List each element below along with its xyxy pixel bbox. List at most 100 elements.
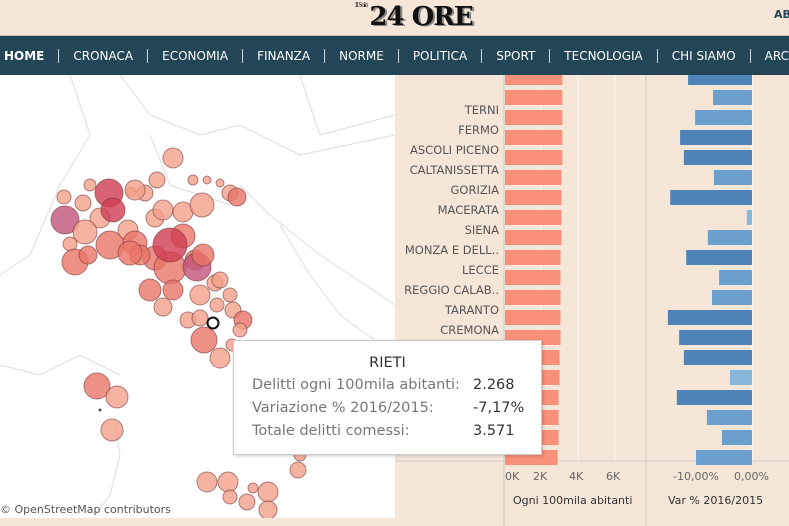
province-bubble <box>191 309 209 327</box>
province-bubble <box>189 192 215 218</box>
nav-item-norme[interactable]: NORME <box>325 48 399 63</box>
nav-item-finanza[interactable]: FINANZA <box>243 48 326 63</box>
bar-variation <box>696 450 752 465</box>
province-bubble <box>187 174 199 186</box>
nav-item-home[interactable]: HOME <box>0 48 60 63</box>
bar-variation <box>721 430 752 445</box>
province-bubble <box>117 240 143 266</box>
bar-rate <box>505 210 562 225</box>
category-label: LECCE <box>462 263 499 277</box>
bar-variation <box>746 210 752 225</box>
selected-bubble-rieti <box>206 316 220 330</box>
province-bubble <box>74 194 92 212</box>
nav-item-arch[interactable]: ARCH <box>764 48 789 63</box>
bar-rate <box>505 290 561 305</box>
bar-charts-panel: TERNI FERMO ASCOLI PICENO CALTANISSETTA GORI… <box>395 75 789 526</box>
province-bubble <box>152 227 188 263</box>
bar-rate <box>505 90 563 105</box>
bar-variation <box>676 390 752 405</box>
province-bubble <box>258 500 278 518</box>
logo[interactable]: Il Sole24 ORE <box>355 2 474 32</box>
map-border <box>299 75 395 136</box>
map-canvas[interactable] <box>0 75 395 518</box>
category-label: SIENA <box>464 223 499 237</box>
bar-rate <box>505 250 561 265</box>
logo-text: 24 ORE <box>369 2 473 32</box>
tooltip-value: 2.268 <box>473 377 515 393</box>
bar-rate <box>505 110 563 125</box>
province-bubble <box>189 284 211 306</box>
province-bubble <box>78 245 98 265</box>
map-attribution[interactable]: © OpenStreetMap contributors <box>0 503 171 516</box>
category-label: FERMO <box>458 123 499 137</box>
x-tick: 2K <box>533 470 548 483</box>
map-border <box>0 75 91 276</box>
category-label: TARANTO <box>444 303 499 317</box>
category-label: CREMONA <box>440 323 499 337</box>
subscribe-link[interactable]: AB <box>774 8 789 21</box>
map-border <box>239 184 395 306</box>
nav-item-tecnologia[interactable]: TECNOLOGIA <box>550 48 658 63</box>
x-tick: 0K <box>505 470 520 483</box>
bar-variation <box>686 250 752 265</box>
tooltip-value: -7,17% <box>473 400 525 416</box>
province-bubble <box>56 189 72 205</box>
bar-variation <box>713 170 752 185</box>
bar-variation <box>680 130 752 145</box>
province-bubble <box>152 199 174 221</box>
province-bubble <box>98 408 102 412</box>
bar-charts <box>395 75 789 526</box>
map-border <box>0 354 121 376</box>
province-bubble <box>83 178 97 192</box>
nav-item-cronaca[interactable]: CRONACA <box>59 48 149 63</box>
main-nav: HOME CRONACA ECONOMIA FINANZA NORME POLITICA S… <box>0 36 789 75</box>
category-label: MACERATA <box>437 203 499 217</box>
province-bubble <box>100 418 124 442</box>
province-bubble <box>215 178 225 188</box>
map[interactable] <box>0 75 395 518</box>
province-bubble <box>217 471 239 493</box>
bar-rate <box>505 230 562 245</box>
province-bubble <box>148 171 166 189</box>
province-bubble <box>72 219 98 245</box>
province-bubble <box>191 243 215 267</box>
category-label: GORIZIA <box>450 183 499 197</box>
bar-rate <box>505 130 563 145</box>
province-bubble <box>162 147 184 169</box>
province-bubble <box>83 372 111 400</box>
province-bubble <box>100 197 126 223</box>
site-header: Il Sole24 ORE AB <box>0 0 789 36</box>
nav-item-economia[interactable]: ECONOMIA <box>148 48 244 63</box>
bar-rate <box>505 150 563 165</box>
bar-variation <box>695 110 752 125</box>
bar-variation <box>683 350 752 365</box>
bar-rate <box>505 190 562 205</box>
nav-item-chi-siamo[interactable]: CHI SIAMO <box>658 48 751 63</box>
map-border <box>119 75 395 156</box>
map-border <box>149 134 231 206</box>
tooltip-label: Totale delitti comessi: <box>252 423 410 439</box>
x-axis-title: Ogni 100mila abitanti <box>513 494 633 507</box>
province-bubble <box>232 322 248 338</box>
province-bubble <box>196 471 218 493</box>
province-bubble <box>222 287 238 303</box>
province-bubble <box>247 482 259 494</box>
province-bubble <box>138 278 162 302</box>
bar-variation <box>712 290 752 305</box>
nav-item-sport[interactable]: SPORT <box>482 48 551 63</box>
category-label: MONZA E DELL.. <box>404 243 499 257</box>
province-bubble <box>238 493 256 511</box>
map-border <box>279 224 395 356</box>
bar-rate <box>505 75 563 85</box>
province-bubble <box>222 489 238 505</box>
province-bubble <box>202 175 212 185</box>
category-label: ASCOLI PICENO <box>410 143 499 157</box>
bar-variation <box>679 330 752 345</box>
province-bubble <box>289 461 307 479</box>
tooltip: RIETI Delitti ogni 100mila abitanti: 2.2… <box>233 340 542 455</box>
province-bubble <box>105 385 129 409</box>
nav-item-politica[interactable]: POLITICA <box>399 48 483 63</box>
bar-variation <box>670 190 752 205</box>
bar-variation <box>712 90 752 105</box>
province-bubble <box>257 481 279 503</box>
